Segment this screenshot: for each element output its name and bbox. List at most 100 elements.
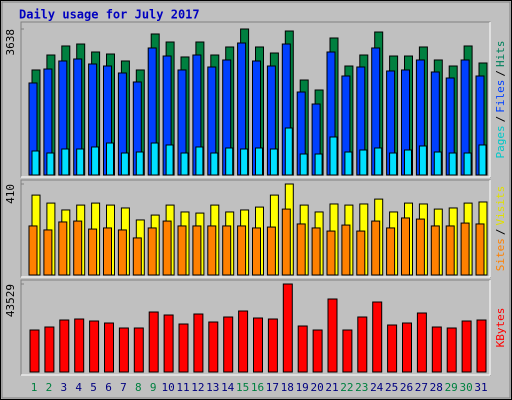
bar xyxy=(296,223,306,276)
x-tick-label: 6 xyxy=(105,381,112,394)
bar xyxy=(238,310,249,373)
bar xyxy=(222,225,232,276)
bar xyxy=(475,223,485,276)
bar xyxy=(132,237,142,276)
x-tick-label: 26 xyxy=(400,381,413,394)
x-tick-label: 30 xyxy=(459,381,472,394)
legend-entry: Sites xyxy=(494,238,507,271)
bar xyxy=(147,227,157,276)
bar xyxy=(476,319,487,373)
legend-entry: KBytes xyxy=(494,308,507,348)
x-tick-label: 8 xyxy=(135,381,142,394)
x-tick-label: 10 xyxy=(161,381,174,394)
legend-entry: Pages xyxy=(494,125,507,158)
x-tick-label: 20 xyxy=(310,381,323,394)
bar xyxy=(88,228,98,276)
bar xyxy=(135,151,144,176)
bar xyxy=(237,225,247,276)
chart-title: Daily usage for July 2017 xyxy=(19,8,200,22)
x-tick-label: 4 xyxy=(75,381,82,394)
bar xyxy=(89,320,100,373)
x-tick-label: 23 xyxy=(355,381,368,394)
bar xyxy=(148,311,159,373)
bar xyxy=(267,318,278,373)
bar xyxy=(253,317,263,373)
x-tick-label: 2 xyxy=(46,381,53,394)
bar xyxy=(448,152,457,176)
bar xyxy=(225,147,234,176)
bar xyxy=(240,148,249,176)
x-tick-label: 28 xyxy=(430,381,443,394)
bar xyxy=(282,283,293,373)
bar xyxy=(266,226,276,276)
bar xyxy=(46,152,55,176)
bar xyxy=(106,142,114,176)
legend: Pages / Files / Hits xyxy=(494,41,507,159)
bar xyxy=(255,147,263,176)
bar xyxy=(314,153,323,176)
bar xyxy=(58,221,68,276)
bar xyxy=(460,222,470,276)
legend-separator: / xyxy=(494,229,507,236)
bar xyxy=(150,142,159,176)
bar xyxy=(133,327,144,373)
bar xyxy=(163,314,174,373)
bar xyxy=(223,316,234,373)
bar xyxy=(389,152,398,176)
bar xyxy=(207,225,217,276)
bar xyxy=(269,148,278,176)
legend-entry: Files xyxy=(494,80,507,113)
x-tick-label: 13 xyxy=(206,381,219,394)
bar xyxy=(341,224,351,276)
bar xyxy=(418,145,427,176)
bar xyxy=(327,298,338,373)
bar xyxy=(165,144,174,176)
y-tick-label: 410 xyxy=(4,184,17,204)
bar xyxy=(299,153,308,176)
bar xyxy=(59,319,70,373)
x-tick-label: 7 xyxy=(120,381,127,394)
bar xyxy=(43,229,53,276)
legend: Sites / Visits xyxy=(494,186,507,272)
x-tick-label: 27 xyxy=(415,381,428,394)
y-tick-label: 43529 xyxy=(4,284,17,317)
x-tick-label: 22 xyxy=(340,381,353,394)
bar xyxy=(356,230,366,276)
bar xyxy=(103,227,112,276)
bar xyxy=(446,327,457,373)
bar xyxy=(431,326,442,373)
legend-entry: Hits xyxy=(494,41,507,68)
bar xyxy=(29,329,40,373)
bar xyxy=(44,326,55,373)
bar xyxy=(193,313,204,373)
bar xyxy=(312,329,323,373)
x-tick-label: 18 xyxy=(281,381,294,394)
bar xyxy=(326,230,336,276)
bar xyxy=(359,149,368,176)
bar xyxy=(120,152,129,176)
y-tick-label: 3638 xyxy=(4,29,17,56)
x-tick-label: 19 xyxy=(296,381,309,394)
bar xyxy=(177,225,187,276)
bar xyxy=(463,152,472,176)
bar xyxy=(329,136,338,176)
x-tick-label: 25 xyxy=(385,381,398,394)
bar xyxy=(372,301,383,373)
x-tick-label: 1 xyxy=(31,381,38,394)
bar xyxy=(162,220,172,276)
bar xyxy=(404,149,412,176)
bar xyxy=(297,325,308,373)
bar xyxy=(281,208,291,276)
x-tick-label: 17 xyxy=(266,381,279,394)
x-tick-label: 11 xyxy=(176,381,189,394)
bar xyxy=(311,227,321,276)
bar xyxy=(104,322,114,373)
bar xyxy=(91,146,100,176)
bar xyxy=(415,218,425,276)
bar xyxy=(401,217,410,276)
bar xyxy=(180,152,189,176)
bar xyxy=(252,227,261,276)
bar xyxy=(374,147,383,176)
